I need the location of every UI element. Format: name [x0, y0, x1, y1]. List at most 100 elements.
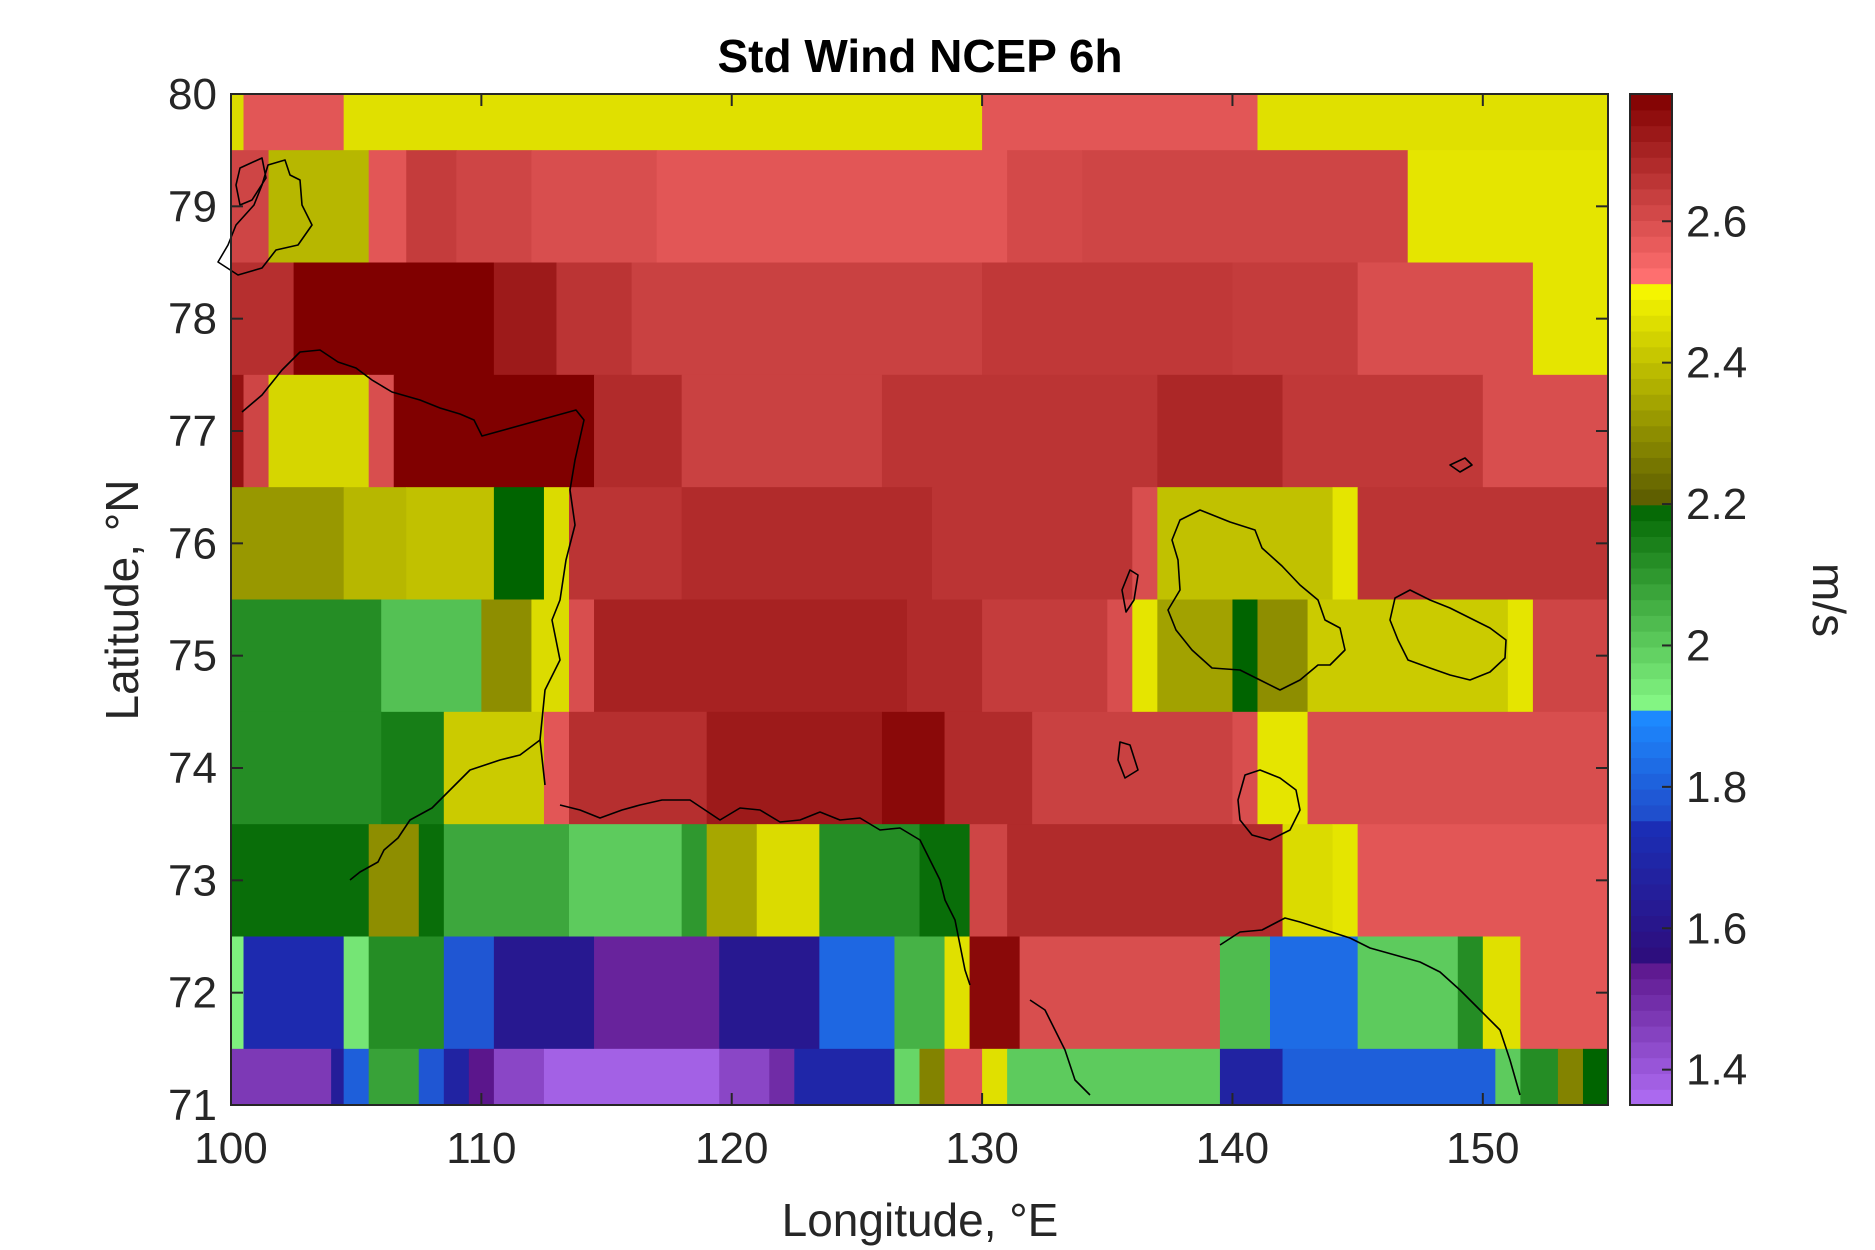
heatmap-cell — [268, 374, 370, 488]
x-tick-label: 140 — [1196, 1124, 1269, 1173]
heatmap-cell — [568, 487, 683, 601]
coastline-east-siberian — [1219, 917, 1521, 1096]
x-tick-label: 100 — [194, 1124, 267, 1173]
colorbar-segment — [1630, 315, 1672, 332]
heatmap-cell — [293, 262, 495, 376]
heatmap-cell — [368, 150, 407, 264]
coastline-small-island — [1449, 457, 1473, 473]
heatmap-cell — [231, 487, 345, 601]
colorbar-segment — [1630, 409, 1672, 427]
heatmap-cell — [393, 374, 595, 488]
heatmap-cells — [231, 94, 1609, 1106]
heatmap-cell — [381, 599, 482, 713]
heatmap-cell — [944, 711, 1033, 825]
y-tick-label: 79 — [168, 182, 217, 231]
colorbar-segment — [1630, 1010, 1672, 1027]
colorbar-segment — [1630, 283, 1672, 300]
heatmap-cell — [1219, 936, 1271, 1050]
heatmap-cell — [594, 374, 683, 488]
colorbar-segment — [1630, 741, 1672, 759]
heatmap-cell — [1332, 487, 1359, 601]
heatmap-cell — [1007, 824, 1284, 938]
y-tick-label: 78 — [168, 295, 217, 344]
heatmap-cell — [1457, 936, 1484, 1050]
coastline-new-siberian-islands-east — [1389, 589, 1507, 681]
heatmap-cell — [1007, 150, 1083, 264]
colorbar-segment — [1630, 157, 1672, 174]
heatmap-cell — [944, 936, 971, 1050]
coastline-khatanga-bay — [349, 739, 541, 881]
heatmap-cell — [819, 824, 921, 938]
colorbar-segment — [1630, 757, 1672, 774]
colorbar-segment — [1630, 504, 1672, 522]
heatmap-cell — [493, 936, 595, 1050]
heatmap-cell — [481, 599, 533, 713]
heatmap-cell — [531, 599, 570, 713]
colorbar-segment — [1630, 362, 1672, 379]
heatmap-cell — [1270, 936, 1359, 1050]
colorbar-segment — [1630, 141, 1672, 158]
coastline — [217, 157, 1521, 1096]
colorbar-segment — [1630, 852, 1672, 869]
heatmap-cell — [1257, 599, 1309, 713]
colorbar-segment — [1630, 1041, 1672, 1059]
colorbar-tick-label: 1.6 — [1686, 904, 1747, 953]
coastline-island-north — [235, 157, 267, 206]
heatmap-cell — [343, 94, 983, 151]
heatmap-cell — [1307, 599, 1509, 713]
heatmap-cell — [982, 94, 1259, 151]
colorbar-segment — [1630, 378, 1672, 395]
colorbar-segment — [1630, 583, 1672, 601]
heatmap-cell — [1307, 711, 1609, 825]
colorbar-segment — [1630, 978, 1672, 996]
colorbar-segment — [1630, 394, 1672, 411]
heatmap-cell — [1357, 487, 1609, 601]
heatmap-cell — [1282, 1048, 1496, 1106]
heatmap-cell — [1282, 374, 1484, 488]
heatmap-cell — [881, 374, 1158, 488]
plot-frame — [230, 93, 1609, 1106]
colorbar-segment — [1630, 789, 1672, 806]
heatmap-cell — [594, 936, 720, 1050]
y-tick-label: 75 — [168, 632, 217, 681]
coastline-bolshoy-lyakhovsky — [1237, 769, 1301, 841]
y-tick-label: 80 — [168, 70, 217, 119]
colorbar-segment — [1630, 441, 1672, 458]
colorbar-segment — [1630, 710, 1672, 727]
heatmap-cell — [368, 824, 420, 938]
heatmap-cell — [1495, 1048, 1521, 1106]
heatmap-cell — [1520, 1048, 1559, 1106]
heatmap-cell — [1032, 711, 1234, 825]
coastline-yana-indigirka — [1029, 999, 1091, 1096]
colorbar-segment — [1630, 267, 1672, 285]
colorbar-tick-label: 1.4 — [1686, 1046, 1747, 1095]
heatmap-cell — [819, 936, 896, 1050]
heatmap-cell — [543, 1048, 720, 1106]
colorbar-segment — [1630, 599, 1672, 616]
colorbar-segment — [1630, 615, 1672, 632]
heatmap-cell — [1357, 824, 1609, 938]
heatmap-cell — [443, 936, 495, 1050]
x-axis-label: Longitude, °E — [782, 1194, 1059, 1246]
colorbar-segment — [1630, 773, 1672, 790]
heatmap-cell — [1557, 1048, 1584, 1106]
heatmap-cell — [406, 150, 457, 264]
heatmap-cell — [769, 1048, 795, 1106]
y-axis-ticks: 71 72 73 74 75 76 77 78 79 80 — [168, 70, 1608, 1130]
x-tick-label: 150 — [1446, 1124, 1519, 1173]
heatmap-cell — [1257, 94, 1609, 151]
heatmap-cell — [243, 374, 270, 488]
colorbar-segment — [1630, 536, 1672, 553]
colorbar-segment — [1630, 1073, 1672, 1090]
heatmap-cell — [756, 824, 820, 938]
heatmap-cell — [1482, 374, 1609, 488]
x-axis-ticks: 100 110 120 130 140 150 — [194, 94, 1520, 1173]
heatmap-cell — [719, 936, 820, 1050]
heatmap-cell — [418, 824, 445, 938]
colorbar-tick-label: 1.8 — [1686, 763, 1747, 812]
heatmap-cell — [894, 1048, 921, 1106]
heatmap-cell — [331, 1048, 345, 1106]
heatmap-cell — [1082, 150, 1409, 264]
y-tick-label: 77 — [168, 407, 217, 456]
colorbar-segment — [1630, 820, 1672, 838]
